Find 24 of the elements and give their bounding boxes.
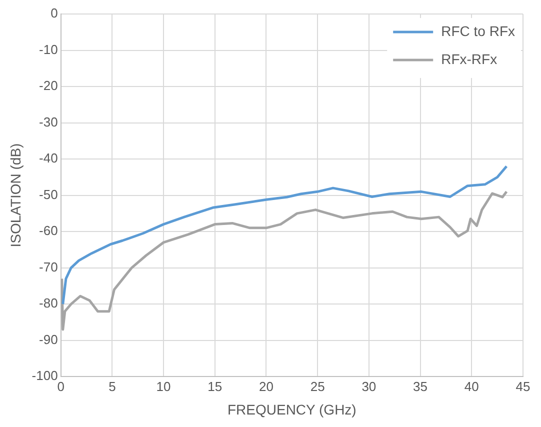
x-tick-label: 25 bbox=[310, 378, 325, 394]
x-tick-label: 45 bbox=[516, 378, 530, 394]
x-tick-label: 30 bbox=[362, 378, 376, 394]
x-tick-label: 40 bbox=[464, 378, 479, 394]
legend-label: RFx-RFx bbox=[441, 50, 498, 67]
y-tick-label: -40 bbox=[39, 150, 58, 166]
y-tick-label: -100 bbox=[32, 368, 58, 384]
y-tick-label: -60 bbox=[39, 223, 58, 238]
y-tick-label: -70 bbox=[39, 259, 58, 274]
y-tick-label: -10 bbox=[39, 42, 58, 57]
x-tick-label: 35 bbox=[413, 378, 428, 394]
legend-label: RFC to RFx bbox=[441, 22, 515, 39]
y-tick-label: -80 bbox=[39, 296, 58, 311]
x-axis-title: FREQUENCY (GHz) bbox=[227, 401, 356, 418]
y-tick-label: -20 bbox=[39, 78, 58, 94]
y-tick-label: -30 bbox=[39, 114, 58, 130]
y-tick-label: -50 bbox=[39, 186, 58, 202]
y-tick-label: 0 bbox=[50, 6, 58, 21]
x-tick-label: 15 bbox=[208, 378, 222, 394]
y-tick-label: -90 bbox=[39, 332, 58, 347]
x-tick-label: 5 bbox=[108, 378, 116, 394]
x-tick-label: 10 bbox=[156, 378, 171, 394]
y-axis-title: ISOLATION (dB) bbox=[7, 143, 24, 248]
x-tick-label: 20 bbox=[259, 378, 274, 394]
